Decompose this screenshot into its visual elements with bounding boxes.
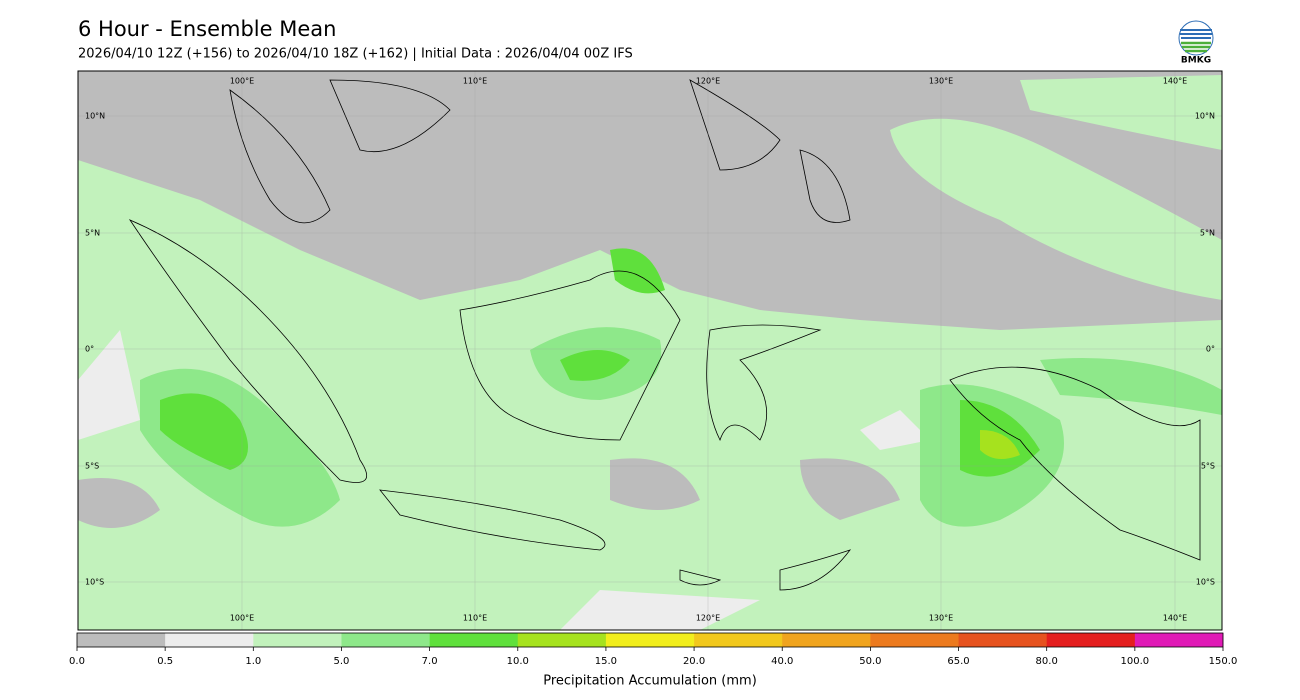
lat-label-right: 0° bbox=[1206, 345, 1215, 354]
colorbar-swatch bbox=[782, 633, 871, 647]
colorbar-tick-label: 1.0 bbox=[245, 656, 261, 667]
lon-label-bottom: 110°E bbox=[463, 614, 487, 623]
map bbox=[78, 71, 1222, 630]
lon-label-bottom: 140°E bbox=[1163, 614, 1187, 623]
lat-label-left: 10°S bbox=[85, 578, 104, 587]
colorbar-swatch bbox=[77, 633, 166, 647]
colorbar-swatch bbox=[1046, 633, 1136, 647]
colorbar-swatch bbox=[605, 633, 695, 647]
subtitle: 2026/04/10 12Z (+156) to 2026/04/10 18Z … bbox=[78, 47, 633, 62]
colorbar-tick-label: 150.0 bbox=[1209, 656, 1238, 667]
logo: BMKG bbox=[1178, 20, 1214, 66]
colorbar-swatch bbox=[517, 633, 607, 647]
lon-label-top: 140°E bbox=[1163, 77, 1187, 86]
colorbar-swatch bbox=[429, 633, 519, 647]
colorbar-tick-label: 100.0 bbox=[1121, 656, 1150, 667]
colorbar-tick-label: 0.5 bbox=[157, 656, 173, 667]
lat-label-right: 5°S bbox=[1201, 462, 1215, 471]
colorbar-swatch bbox=[165, 633, 254, 647]
lat-label-left: 5°N bbox=[85, 229, 100, 238]
title: 6 Hour - Ensemble Mean bbox=[78, 17, 336, 41]
lat-label-left: 10°N bbox=[85, 112, 105, 121]
lon-label-top: 130°E bbox=[929, 77, 953, 86]
colorbar-label: Precipitation Accumulation (mm) bbox=[543, 674, 757, 689]
colorbar-tick-label: 20.0 bbox=[683, 656, 705, 667]
lat-label-right: 10°N bbox=[1195, 112, 1215, 121]
colorbar-tick-label: 65.0 bbox=[947, 656, 969, 667]
logo-text: BMKG bbox=[1181, 56, 1211, 66]
lat-label-right: 5°N bbox=[1200, 229, 1215, 238]
colorbar-tick-label: 50.0 bbox=[859, 656, 881, 667]
colorbar-tick-label: 5.0 bbox=[334, 656, 350, 667]
colorbar-tick-label: 7.0 bbox=[422, 656, 438, 667]
lon-label-bottom: 130°E bbox=[929, 614, 953, 623]
colorbar-tick-label: 40.0 bbox=[771, 656, 793, 667]
lon-label-bottom: 100°E bbox=[230, 614, 254, 623]
colorbar-frame bbox=[76, 632, 1224, 648]
colorbar-swatch bbox=[253, 633, 342, 647]
lat-label-left: 0° bbox=[85, 345, 94, 354]
colorbar-tick-label: 10.0 bbox=[507, 656, 529, 667]
lon-label-top: 120°E bbox=[696, 77, 720, 86]
colorbar-swatch bbox=[694, 633, 783, 647]
lat-label-right: 10°S bbox=[1196, 578, 1215, 587]
lon-label-top: 110°E bbox=[463, 77, 487, 86]
colorbar-swatch bbox=[958, 633, 1047, 647]
colorbar-tick-label: 0.0 bbox=[69, 656, 85, 667]
colorbar-swatch bbox=[870, 633, 959, 647]
colorbar-swatch bbox=[341, 633, 430, 647]
colorbar-swatch bbox=[1134, 633, 1224, 647]
colorbar-tick-label: 15.0 bbox=[595, 656, 617, 667]
lat-label-left: 5°S bbox=[85, 462, 99, 471]
lon-label-bottom: 120°E bbox=[696, 614, 720, 623]
colorbar-tick-label: 80.0 bbox=[1036, 656, 1058, 667]
lon-label-top: 100°E bbox=[230, 77, 254, 86]
